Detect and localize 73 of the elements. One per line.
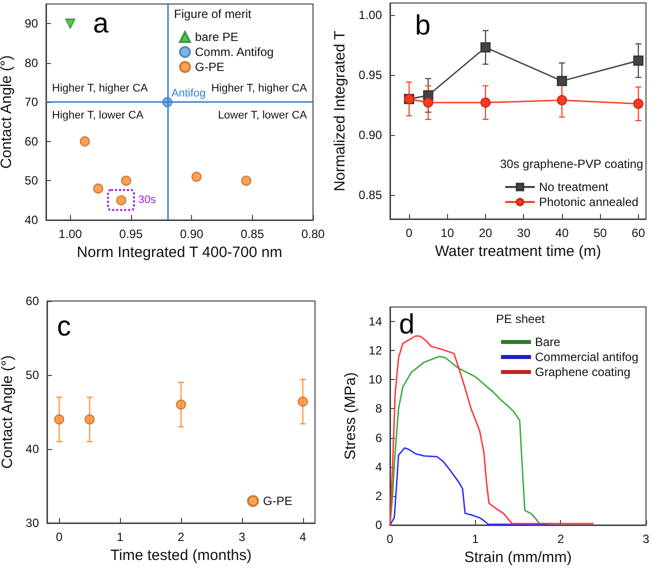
y-tick-label: 0 <box>375 518 382 532</box>
chart-title: b <box>415 10 431 40</box>
legend-label: Photonic annealed <box>539 195 638 209</box>
legend-title: PE sheet <box>496 312 546 326</box>
x-tick-label: 20 <box>478 226 493 240</box>
y-axis-title: Contact Angle (°) <box>0 55 15 169</box>
x-tick-label: 40 <box>555 226 569 240</box>
y-axis-title: Contact Angle (°) <box>0 355 16 469</box>
x-tick-label: 0 <box>386 532 394 546</box>
x-tick-label: 3 <box>642 532 650 546</box>
y-tick-label: 60 <box>26 294 40 308</box>
y-tick-label: 50 <box>26 368 40 382</box>
x-tick-label: 0.80 <box>301 227 325 241</box>
x-tick-label: 1 <box>472 532 479 546</box>
y-tick-label: 0.90 <box>358 128 382 142</box>
y-tick-label: 50 <box>24 174 38 188</box>
annotation: Antifog <box>171 88 206 100</box>
legend-title: 30s graphene-PVP coating <box>500 157 644 171</box>
x-tick-label: 0.95 <box>119 227 143 241</box>
y-tick-label: 0.85 <box>358 188 382 202</box>
x-tick-label: 50 <box>593 226 608 240</box>
x-tick-label: 0.85 <box>240 227 264 241</box>
y-tick-label: 12 <box>368 344 382 358</box>
x-tick-label: 1 <box>116 530 124 544</box>
legend-label: Bare <box>535 335 561 349</box>
x-tick-label: 30 <box>517 226 531 240</box>
y-tick-label: 0.95 <box>358 68 382 82</box>
y-tick-label: 10 <box>368 372 382 387</box>
y-tick-label: 4 <box>375 460 382 474</box>
x-tick-label: 2 <box>557 532 564 546</box>
y-tick-label: 2 <box>375 488 382 503</box>
y-axis-title: Normalized Integrated T <box>332 30 349 192</box>
annotation: Higher T, higher CA <box>52 82 148 95</box>
y-tick-label: 70 <box>24 95 38 110</box>
y-tick-label: 30 <box>26 516 40 530</box>
y-tick-label: 60 <box>24 134 38 148</box>
legend-label: Comm. Antifog <box>195 45 274 59</box>
x-tick-label: 3 <box>238 530 246 544</box>
legend-label: No treatment <box>539 180 610 194</box>
x-tick-label: 4 <box>299 530 306 544</box>
chart-title: d <box>399 308 415 340</box>
y-tick-label: 14 <box>368 314 382 329</box>
y-tick-label: 80 <box>24 56 38 70</box>
annotation: Lower T, lower CA <box>218 110 308 122</box>
y-tick-label: 8 <box>375 402 382 416</box>
chart-title: c <box>57 310 71 342</box>
x-axis-title: Time tested (months) <box>110 546 252 564</box>
x-axis-title: Water treatment time (m) <box>434 242 602 260</box>
y-tick-label: 40 <box>24 213 38 227</box>
x-tick-label: 1.00 <box>58 227 82 241</box>
y-tick-label: 1.00 <box>358 8 382 22</box>
x-tick-label: 0.90 <box>180 227 204 241</box>
legend-title: Figure of merit <box>174 7 252 21</box>
y-tick-label: 90 <box>24 16 38 31</box>
legend-label: Commercial antifog <box>535 350 638 364</box>
y-axis-title: Stress (MPa) <box>342 372 359 460</box>
x-axis-title: Norm Integrated T 400-700 nm <box>76 244 282 261</box>
y-tick-label: 6 <box>375 430 382 445</box>
chart-title: a <box>93 8 109 38</box>
x-tick-label: 0 <box>56 530 63 544</box>
annotation: Higher T, lower CA <box>52 110 144 122</box>
legend-label: G-PE <box>263 494 292 508</box>
y-tick-label: 40 <box>26 442 40 456</box>
x-tick-label: 0 <box>406 226 413 240</box>
annotation: 30s <box>138 194 156 206</box>
x-tick-label: 2 <box>178 530 185 544</box>
legend-label: Graphene coating <box>535 365 630 379</box>
x-tick-label: 60 <box>632 226 646 240</box>
x-axis-title: Strain (mm/mm) <box>464 548 572 566</box>
annotation: Higher T, higher CA <box>211 82 308 95</box>
x-tick-label: 10 <box>440 226 454 240</box>
legend-label: G-PE <box>195 60 224 74</box>
legend-label: bare PE <box>195 30 238 44</box>
